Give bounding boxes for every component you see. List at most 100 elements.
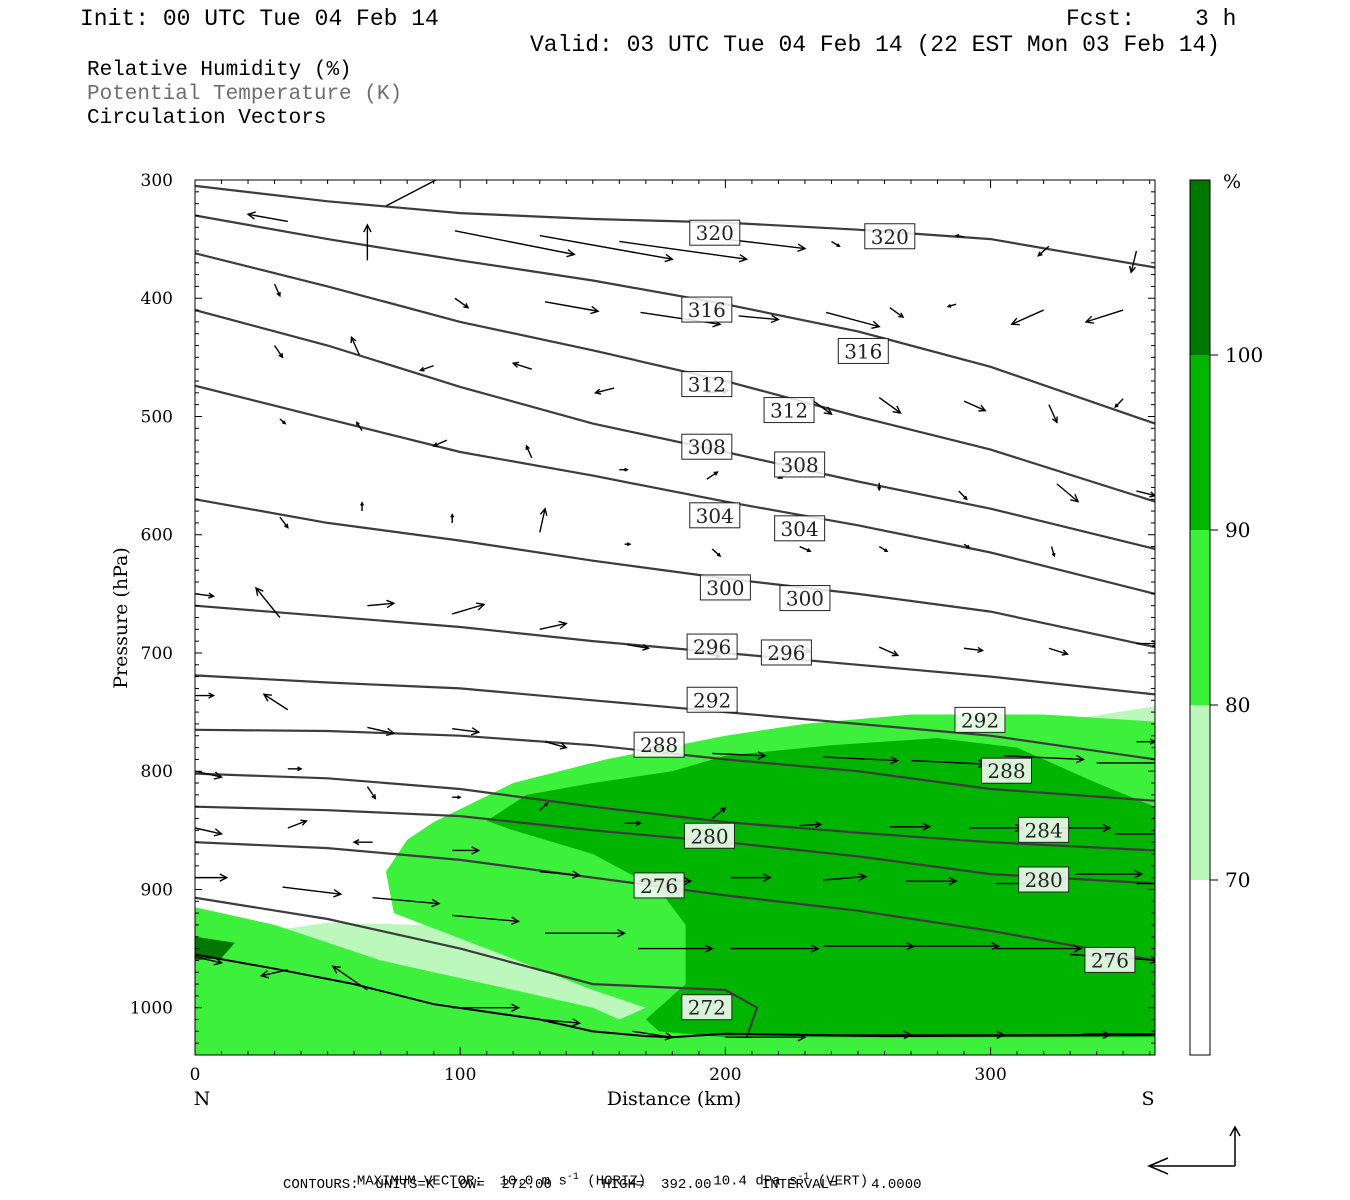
vector-head — [463, 303, 470, 309]
vector-shaft — [831, 240, 840, 247]
vector-shaft — [878, 397, 901, 414]
vector-head — [898, 312, 905, 319]
vector-head — [208, 692, 216, 699]
vector-head — [262, 693, 272, 702]
vector-shaft — [195, 827, 222, 835]
wind-vector — [363, 223, 372, 261]
vector-head — [539, 507, 548, 516]
vector-shaft — [452, 914, 519, 923]
wind-vector — [539, 802, 549, 811]
contour-label-308: 308 — [681, 433, 733, 460]
contour-label-text: 296 — [767, 641, 805, 665]
x-tick-label: 0 — [190, 1065, 201, 1085]
contour-label-276: 276 — [1084, 946, 1136, 973]
vector-shaft — [878, 646, 899, 656]
vector-head — [213, 957, 224, 966]
max-vector-vert: 10.4 dPa s — [713, 1173, 798, 1190]
wind-vector — [511, 361, 533, 370]
contour-label-text: 316 — [844, 339, 882, 363]
wind-vector — [712, 751, 767, 760]
vector-shaft — [1048, 404, 1058, 423]
vector-shaft — [910, 759, 986, 765]
wind-vector — [282, 886, 343, 898]
contour-label-box — [689, 219, 741, 246]
vector-head — [1073, 944, 1083, 953]
wind-vector — [1048, 404, 1058, 424]
vector-shaft — [711, 807, 726, 820]
vector-shaft — [823, 756, 898, 762]
vector-shaft — [332, 965, 368, 991]
wind-vector — [1003, 754, 1085, 764]
vector-shaft — [539, 802, 549, 811]
theta-contour-300 — [195, 498, 1155, 649]
contour-label-box — [1084, 946, 1136, 973]
vector-shaft — [619, 240, 747, 260]
contour-label-296: 296 — [686, 633, 738, 660]
vector-shaft — [282, 886, 341, 895]
vector-shaft — [539, 234, 673, 260]
wind-vector — [539, 870, 582, 879]
wind-vector — [1136, 490, 1155, 498]
wind-vector — [963, 543, 971, 549]
wind-vector — [452, 727, 481, 736]
wind-vector — [350, 335, 361, 356]
vector-shaft — [452, 603, 485, 615]
vector-head — [386, 599, 396, 609]
vector-shaft — [1114, 398, 1124, 408]
vector-head — [1134, 869, 1144, 879]
vector-head — [418, 366, 425, 372]
wind-vector — [725, 1033, 807, 1042]
vector-head — [1149, 491, 1155, 498]
vector-head — [1102, 823, 1112, 833]
vector-head — [891, 650, 900, 657]
vector-head — [1182, 1030, 1189, 1037]
vector-shaft — [1048, 647, 1068, 655]
wind-vector — [418, 364, 434, 372]
vector-head — [259, 970, 270, 979]
vector-shaft — [1003, 755, 1084, 761]
contour-label-280: 280 — [683, 822, 735, 849]
wind-vector — [432, 439, 448, 447]
contour-label-280: 280 — [1018, 866, 1070, 893]
wind-vector — [878, 397, 902, 414]
contour-info: CONTOURS: UNITS=K LOW= 272.00 HIGH= 392.… — [283, 1177, 922, 1193]
contour-label-box — [954, 706, 1006, 733]
theta-contour-320 — [195, 184, 1155, 269]
vector-head — [664, 253, 674, 263]
x-tick-label: 300 — [974, 1065, 1006, 1085]
vector-head — [457, 165, 465, 172]
contour-label-288: 288 — [980, 757, 1032, 784]
contour-label-box — [774, 451, 826, 478]
theta-contour-272 — [195, 896, 759, 1038]
max-vector-vert-exp: -1 — [797, 1172, 810, 1183]
wind-vector — [452, 914, 521, 926]
wind-vector — [1096, 762, 1155, 764]
wind-vector — [367, 726, 396, 737]
colorbar: 70 80 90 100 — [1189, 179, 1263, 1056]
wind-vector — [287, 766, 303, 772]
wind-vector — [195, 770, 224, 780]
contour-label-text: 292 — [693, 688, 731, 712]
wind-vector — [195, 873, 229, 882]
wind-vector — [963, 400, 987, 412]
contour-label-text: 300 — [786, 587, 824, 611]
vector-shaft — [712, 752, 766, 757]
wind-vector — [454, 297, 470, 309]
contour-label-296: 296 — [760, 639, 812, 666]
wind-vector — [878, 646, 900, 657]
wind-vector — [539, 1018, 582, 1027]
vector-head — [1150, 955, 1155, 965]
vector-head — [297, 766, 303, 772]
vector-head — [642, 643, 651, 651]
vector-head — [511, 361, 520, 368]
vector-shaft — [350, 336, 361, 356]
vector-shaft — [799, 823, 821, 827]
vector-head — [1084, 315, 1095, 324]
contour-label-text: 276 — [640, 874, 678, 898]
wind-vector — [372, 897, 441, 908]
wind-vector — [1114, 398, 1124, 409]
x-axis-north-label: N — [194, 1088, 211, 1110]
vector-head — [1070, 493, 1080, 503]
wind-vector — [1083, 1030, 1189, 1037]
